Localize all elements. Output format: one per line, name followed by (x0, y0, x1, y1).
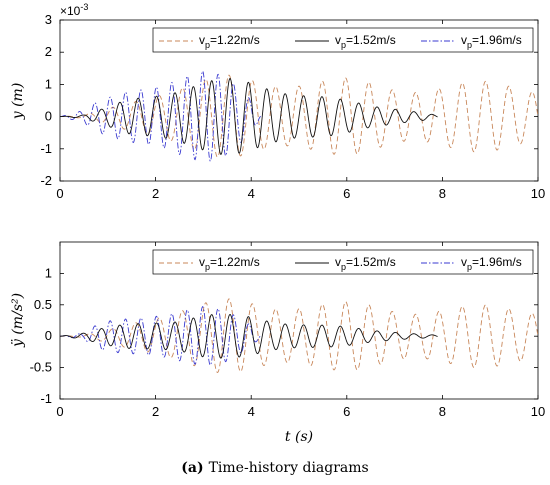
x-tick-label: 0 (56, 186, 63, 201)
series-line-solid (60, 314, 438, 359)
legend-box (152, 27, 534, 53)
legend-box (152, 249, 534, 275)
legend-entry-label: vp=1.96m/s (461, 33, 522, 50)
y-tick-label: 2 (45, 44, 52, 59)
series-line-dashed (60, 298, 538, 373)
y-tick-label: 0 (45, 109, 52, 124)
legend-entry-label: vp=1.52m/s (335, 255, 396, 272)
y-multiplier-label: ×10-3 (60, 2, 88, 18)
x-tick-label: 2 (152, 404, 159, 419)
y-axis-label-top: y (m) (10, 83, 26, 121)
series-line-dashed (60, 74, 538, 158)
y-tick-label: 1 (45, 76, 52, 91)
legend-entry-label: vp=1.22m/s (199, 33, 260, 50)
y-tick-label: -2 (40, 173, 52, 188)
y-tick-label: 1 (45, 265, 52, 280)
caption-text: Time-history diagrams (209, 460, 369, 476)
x-axis-label: t (s) (285, 429, 313, 445)
x-tick-label: 8 (439, 404, 446, 419)
y-tick-label: -1 (40, 141, 52, 156)
x-tick-label: 6 (343, 186, 350, 201)
x-tick-label: 6 (343, 404, 350, 419)
series-line-dashdot (60, 306, 261, 366)
y-tick-label: 3 (45, 12, 52, 27)
caption-label: (a) (181, 460, 203, 476)
y-tick-label: 0.5 (34, 297, 52, 312)
legend-entry-label: vp=1.52m/s (335, 33, 396, 50)
y-axis-label-bottom: ÿ (m/s²) (10, 293, 26, 348)
legend-entry-label: vp=1.22m/s (199, 255, 260, 272)
y-tick-label: 0 (45, 328, 52, 343)
series-line-dashdot (60, 70, 261, 162)
series-line-solid (60, 77, 438, 155)
x-tick-label: 4 (248, 404, 255, 419)
x-tick-label: 10 (531, 186, 545, 201)
legend-entry-label: vp=1.96m/s (461, 255, 522, 272)
x-tick-label: 8 (439, 186, 446, 201)
x-tick-label: 2 (152, 186, 159, 201)
x-tick-label: 4 (248, 186, 255, 201)
figure-caption: (a) Time-history diagrams (181, 460, 368, 476)
y-tick-label: -1 (40, 391, 52, 406)
y-tick-label: -0.5 (30, 360, 52, 375)
legend-bottom: vp=1.22m/s vp=1.52m/s vp=1.96m/s (152, 249, 534, 275)
legend-top: vp=1.22m/s vp=1.52m/s vp=1.96m/s (152, 27, 534, 53)
x-tick-label: 10 (531, 404, 545, 419)
panel-y-acceleration: 0 2 4 6 8 10 -1 -0.5 0 0.5 1 ÿ (m/s²) t (s) vp=1.2… (10, 241, 545, 445)
x-tick-label: 0 (56, 404, 63, 419)
